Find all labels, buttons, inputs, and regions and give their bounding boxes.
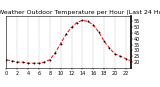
Title: Milwaukee Weather Outdoor Temperature per Hour (Last 24 Hours): Milwaukee Weather Outdoor Temperature pe… — [0, 10, 160, 15]
